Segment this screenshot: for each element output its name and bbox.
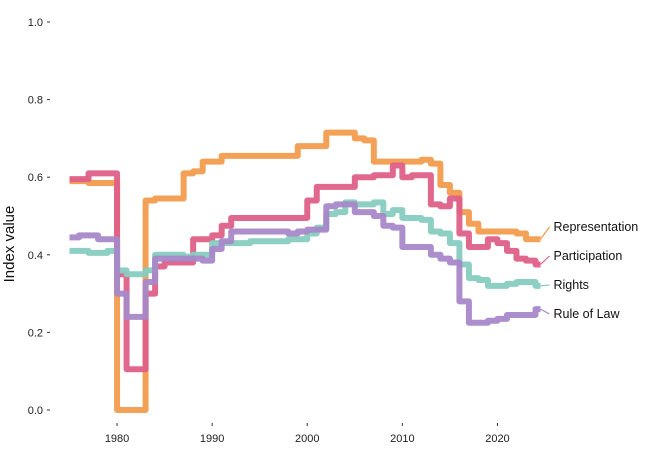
series-line-rule-of-law bbox=[69, 201, 541, 326]
x-tick-label: 1980 bbox=[105, 433, 129, 445]
y-axis-title: Index value bbox=[1, 206, 18, 283]
series-end-label: Rule of Law bbox=[553, 307, 620, 321]
series-end-label: Participation bbox=[553, 249, 622, 263]
y-tick-label: 0.0 bbox=[28, 405, 43, 417]
y-axis: 0.0 0.2 0.4 0.6 0.8 1.0 bbox=[28, 17, 50, 417]
y-tick-label: 0.8 bbox=[28, 95, 43, 107]
series-end-label: Rights bbox=[553, 278, 588, 292]
x-tick-label: 2020 bbox=[485, 433, 509, 445]
x-tick-label: 1990 bbox=[200, 433, 224, 445]
y-tick-label: 1.0 bbox=[28, 17, 43, 29]
y-tick-label: 0.2 bbox=[28, 327, 43, 339]
label-leader-line bbox=[540, 255, 550, 265]
x-tick-label: 2000 bbox=[295, 433, 319, 445]
label-leader-line bbox=[540, 284, 550, 287]
y-tick-label: 0.6 bbox=[28, 172, 43, 184]
label-leader-line bbox=[540, 226, 550, 240]
series-lines bbox=[69, 129, 541, 413]
series-line-participation bbox=[69, 162, 541, 373]
series-end-labels: Representation Participation Rights Rule of… bbox=[540, 220, 638, 321]
series-end-label: Representation bbox=[553, 220, 638, 234]
label-leader-line bbox=[540, 308, 550, 315]
y-tick-label: 0.4 bbox=[28, 250, 43, 262]
x-tick-label: 2010 bbox=[390, 433, 414, 445]
series-line-representation bbox=[69, 129, 541, 413]
x-axis: 1980 1990 2000 2010 2020 bbox=[105, 423, 510, 445]
